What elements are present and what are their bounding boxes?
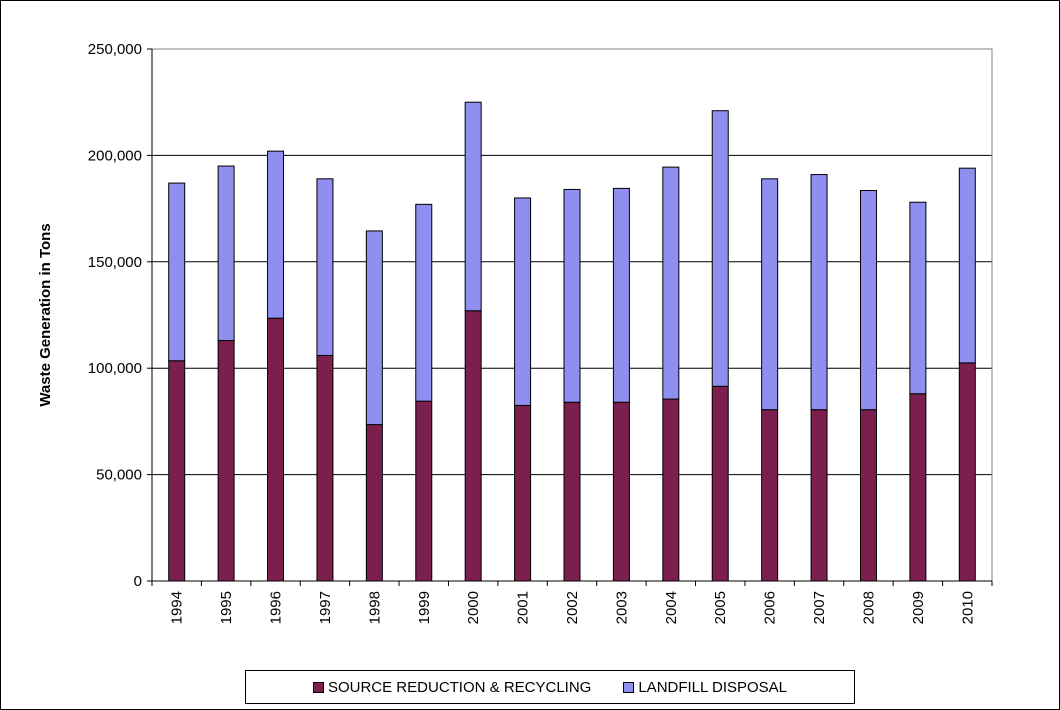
legend-item-landfill-disposal: LANDFILL DISPOSAL: [623, 679, 787, 696]
x-tick-labels: 1994 1995 1996 1997 1998 1999 2000 2001 2002 2003…: [169, 591, 977, 624]
bar-landfill-disposal-2010: [958, 167, 976, 364]
y-tick-label: 100,000: [88, 360, 142, 377]
bar-source-reduction-2005: [711, 385, 729, 582]
x-tick-label-1998: 1998: [366, 591, 383, 624]
bar-source-reduction-2002: [563, 401, 581, 582]
bar-landfill-disposal-2003: [612, 187, 630, 403]
bar-source-reduction-1997: [316, 354, 334, 582]
legend-label-source-reduction: SOURCE REDUCTION & RECYCLING: [327, 678, 592, 696]
legend-swatch-landfill-disposal: [623, 681, 635, 693]
x-tick-label-2010: 2010: [959, 591, 976, 624]
y-tick-label: 200,000: [88, 147, 142, 164]
x-tick-label-2001: 2001: [515, 591, 532, 624]
bar-landfill-disposal-1994: [168, 182, 186, 362]
bar-source-reduction-2007: [810, 409, 828, 582]
legend: SOURCE REDUCTION & RECYCLING LANDFILL DI…: [245, 670, 855, 704]
y-tick-label: 50,000: [96, 467, 142, 484]
bar-source-reduction-2009: [909, 393, 927, 582]
y-tick-labels: 0 50,000 100,000 150,000 200,000 250,000: [88, 41, 142, 590]
bar-source-reduction-1994: [168, 360, 186, 582]
x-tick-label-1994: 1994: [169, 591, 186, 624]
bar-landfill-disposal-2002: [563, 188, 581, 403]
bar-landfill-disposal-2004: [662, 166, 680, 400]
legend-item-source-reduction: SOURCE REDUCTION & RECYCLING: [312, 678, 592, 696]
bar-source-reduction-2010: [958, 362, 976, 582]
x-tick-label-2007: 2007: [811, 591, 828, 624]
bar-source-reduction-1998: [365, 424, 383, 582]
x-tick-label-2000: 2000: [465, 591, 482, 624]
bar-landfill-disposal-2009: [909, 201, 927, 395]
bar-landfill-disposal-2006: [761, 178, 779, 411]
axes: [147, 48, 993, 586]
y-tick-label: 150,000: [88, 254, 142, 271]
bar-landfill-disposal-2007: [810, 174, 828, 411]
bar-source-reduction-2000: [464, 310, 482, 582]
bar-landfill-disposal-1995: [217, 165, 235, 342]
x-tick-label-2009: 2009: [910, 591, 927, 624]
y-tick-label: 250,000: [88, 41, 142, 58]
legend-label-landfill-disposal: LANDFILL DISPOSAL: [638, 678, 788, 696]
x-tick-label-2006: 2006: [762, 591, 779, 624]
x-tick-label-2003: 2003: [613, 591, 630, 624]
bar-source-reduction-2006: [761, 409, 779, 582]
y-tick-label: 0: [134, 573, 142, 590]
x-tick-label-2002: 2002: [564, 591, 581, 624]
bar-source-reduction-1996: [267, 317, 285, 582]
x-tick-label-1999: 1999: [416, 591, 433, 624]
bar-source-reduction-1995: [217, 340, 235, 582]
x-tick-label-2004: 2004: [663, 591, 680, 624]
bar-landfill-disposal-2005: [711, 110, 729, 387]
bar-landfill-disposal-1998: [365, 230, 383, 426]
bars: [168, 101, 976, 582]
bar-source-reduction-2003: [612, 401, 630, 582]
legend-swatch-source-reduction: [312, 681, 324, 693]
x-tick-label-1995: 1995: [218, 591, 235, 624]
bar-landfill-disposal-1999: [415, 203, 433, 402]
bar-source-reduction-2008: [859, 409, 877, 582]
x-tick-label-1997: 1997: [317, 591, 334, 624]
bar-landfill-disposal-1997: [316, 178, 334, 356]
bar-landfill-disposal-1996: [267, 150, 285, 319]
x-tick-label-2008: 2008: [860, 591, 877, 624]
bar-landfill-disposal-2008: [859, 190, 877, 411]
bar-source-reduction-1999: [415, 400, 433, 582]
x-tick-label-2005: 2005: [712, 591, 729, 624]
bar-landfill-disposal-2000: [464, 101, 482, 312]
bar-landfill-disposal-2001: [514, 197, 532, 406]
bar-source-reduction-2001: [514, 404, 532, 582]
x-tick-label-1996: 1996: [268, 591, 285, 624]
bar-source-reduction-2004: [662, 398, 680, 582]
y-axis-title: Waste Generation in Tons: [37, 223, 54, 406]
